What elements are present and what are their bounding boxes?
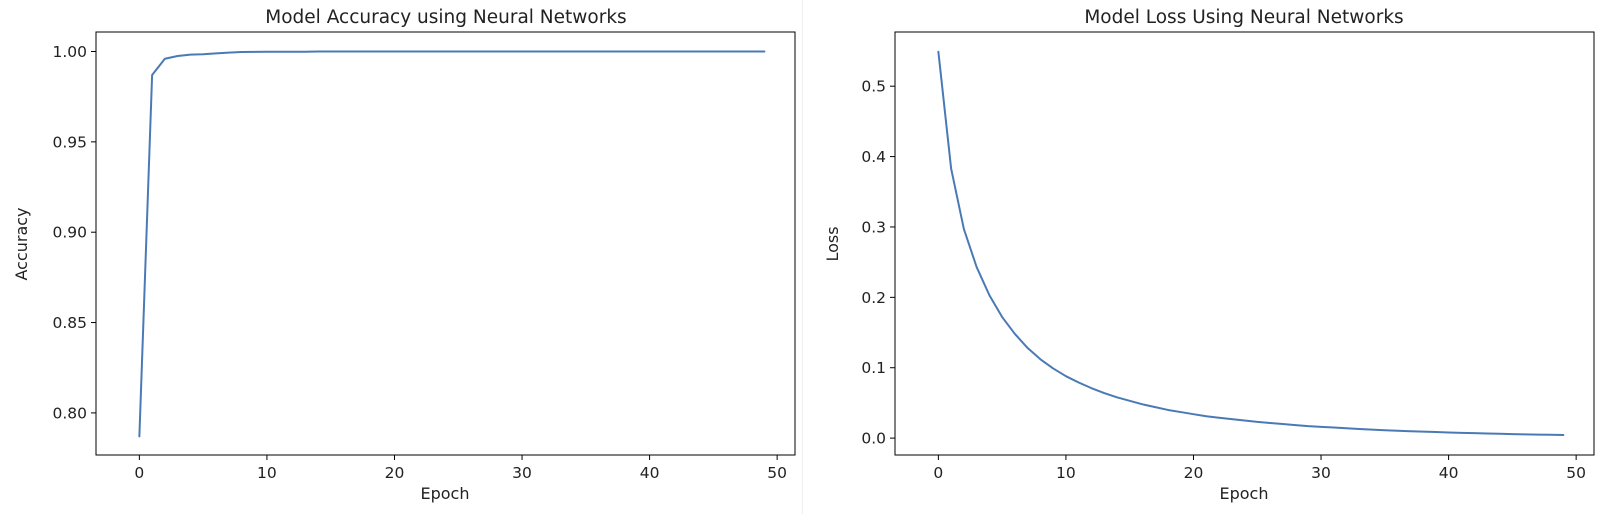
x-axis: 0 10 20 30 40 50 <box>933 455 1586 482</box>
accuracy-chart: Model Accuracy using Neural Networks 0 10… <box>0 0 803 514</box>
y-tick-label: 0.3 <box>861 218 886 236</box>
x-tick-label: 50 <box>1566 464 1586 482</box>
y-tick-label: 0.5 <box>861 78 886 96</box>
x-tick-label: 10 <box>1056 464 1076 482</box>
y-tick-label: 0.1 <box>861 359 886 377</box>
x-tick-label: 20 <box>1184 464 1204 482</box>
loss-line <box>938 52 1563 435</box>
plot-frame <box>895 32 1594 455</box>
chart-title: Model Loss Using Neural Networks <box>1084 7 1403 28</box>
y-tick-label: 1.00 <box>52 43 87 61</box>
x-tick-label: 30 <box>512 464 532 482</box>
x-axis: 0 10 20 30 40 50 <box>134 455 787 482</box>
x-axis-label: Epoch <box>1220 484 1269 503</box>
accuracy-points <box>139 52 764 437</box>
y-tick-label: 0.95 <box>52 133 87 151</box>
x-tick-label: 30 <box>1311 464 1331 482</box>
x-tick-label: 0 <box>134 464 144 482</box>
loss-panel: Model Loss Using Neural Networks 0 10 20 30… <box>803 0 1606 514</box>
y-tick-label: 0.0 <box>861 430 886 448</box>
x-tick-label: 40 <box>640 464 660 482</box>
y-tick-label: 0.4 <box>861 148 886 166</box>
plot-frame <box>96 32 795 455</box>
y-axis-label: Loss <box>823 226 842 261</box>
loss-chart: Model Loss Using Neural Networks 0 10 20 30… <box>803 0 1606 514</box>
y-axis: 0.80 0.85 0.90 0.95 1.00 <box>52 43 96 422</box>
loss-points <box>938 52 1563 435</box>
x-tick-label: 0 <box>933 464 943 482</box>
accuracy-panel: Model Accuracy using Neural Networks 0 10… <box>0 0 803 514</box>
y-tick-label: 0.85 <box>52 314 87 332</box>
x-axis-label: Epoch <box>421 484 470 503</box>
x-tick-label: 50 <box>767 464 787 482</box>
chart-title: Model Accuracy using Neural Networks <box>265 7 626 28</box>
y-axis-label: Accuracy <box>12 207 31 280</box>
accuracy-line <box>139 52 764 437</box>
y-tick-label: 0.2 <box>861 289 886 307</box>
x-tick-label: 40 <box>1439 464 1459 482</box>
x-tick-label: 20 <box>385 464 405 482</box>
y-tick-label: 0.90 <box>52 224 87 242</box>
y-tick-label: 0.80 <box>52 404 87 422</box>
y-axis: 0.0 0.1 0.2 0.3 0.4 0.5 <box>861 78 895 448</box>
x-tick-label: 10 <box>257 464 277 482</box>
